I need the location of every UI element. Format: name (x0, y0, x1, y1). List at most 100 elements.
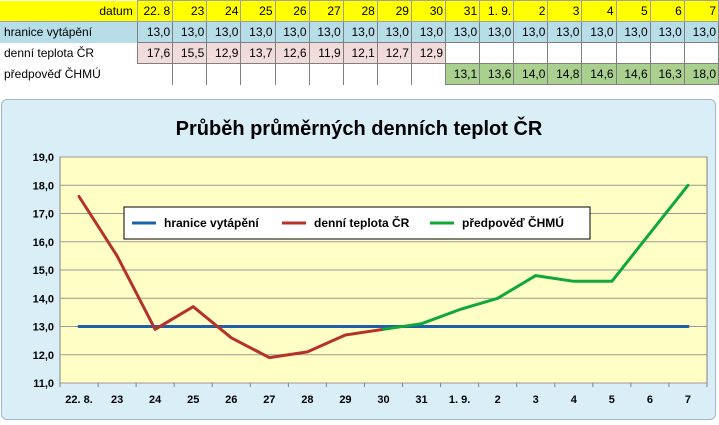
legend-entry-label: předpověď ČHMÚ (462, 215, 564, 230)
x-tick-label: 26 (225, 394, 237, 406)
sheet-value-cell: 13,0 (136, 21, 174, 43)
series-line-denni (77, 195, 385, 360)
chart-frame: Průběh průměrných denních teplot ČR 11,0… (1, 99, 716, 420)
sheet-date-cell: 1. 9. (479, 0, 515, 22)
spreadsheet-table-area: datum 22. 8 23 24 25 26 27 28 29 30 31 1. 9. 2 3 4 5 6 7 h… (0, 0, 719, 85)
sheet-value-cell (513, 42, 549, 64)
y-tick-label: 18,0 (33, 180, 54, 192)
sheet-row-label: denní teplota ČR (0, 42, 138, 64)
chart-title: Průběh průměrných denních teplot ČR (176, 116, 543, 140)
sheet-value-cell: 13,0 (206, 21, 242, 43)
sheet-value-cell: 13,0 (649, 21, 685, 43)
sheet-value-cell: 12,9 (206, 42, 242, 64)
sheet-date-cell: 29 (376, 0, 412, 22)
sheet-value-cell (137, 63, 174, 85)
x-tick-label: 31 (415, 394, 427, 406)
y-tick-label: 13,0 (33, 322, 54, 334)
sheet-value-cell (343, 63, 378, 85)
sheet-date-cell: 24 (206, 0, 242, 22)
x-tick-label: 4 (571, 394, 578, 406)
series-line-predpoved (382, 183, 690, 331)
sheet-row-hranice: hranice vytápění 13,0 13,0 13,0 13,0 13,0 13,0… (0, 21, 719, 43)
sheet-date-cell: 6 (649, 0, 685, 22)
sheet-row-label: předpověď ČHMÚ (0, 63, 138, 85)
sheet-value-cell (411, 63, 447, 85)
sheet-value-cell: 18,0 (683, 63, 719, 85)
sheet-row-label: hranice vytápění (0, 21, 138, 43)
x-tick-label: 6 (647, 394, 653, 406)
sheet-date-cell: 26 (274, 0, 310, 22)
sheet-value-cell: 13,0 (479, 21, 515, 43)
sheet-value-cell: 14,8 (547, 63, 583, 85)
sheet-date-cell: 28 (342, 0, 378, 22)
sheet-value-cell: 13,1 (445, 63, 481, 85)
sheet-row-denni: denní teplota ČR 17,6 15,5 12,9 13,7 12,6 11,9… (0, 42, 719, 64)
sheet-value-cell: 13,0 (581, 21, 617, 43)
sheet-date-cell: 23 (172, 0, 208, 22)
sheet-value-cell: 14,0 (513, 63, 549, 85)
x-tick-label: 5 (609, 394, 615, 406)
sheet-value-cell (615, 42, 651, 64)
sheet-value-cell: 13,0 (410, 21, 447, 43)
x-tick-label: 23 (111, 394, 123, 406)
y-tick-label: 11,0 (33, 378, 54, 390)
sheet-value-cell: 13,0 (240, 21, 276, 43)
sheet-date-cell: 22. 8 (136, 0, 174, 22)
x-tick-label: 24 (149, 394, 162, 406)
sheet-value-cell (240, 63, 276, 85)
sheet-date-cell: 5 (615, 0, 651, 22)
sheet-value-cell: 13,0 (513, 21, 549, 43)
sheet-date-cell: 4 (581, 0, 617, 22)
x-tick-label: 22. 8. (65, 394, 93, 406)
x-tick-label: 28 (301, 394, 313, 406)
sheet-value-cell: 13,0 (615, 21, 651, 43)
sheet-value-cell: 13,6 (479, 63, 515, 85)
y-tick-label: 14,0 (33, 293, 54, 305)
sheet-header-row: datum 22. 8 23 24 25 26 27 28 29 30 31 1. 9. 2 3 4 5 6 7 (0, 0, 719, 22)
sheet-value-cell (172, 63, 208, 85)
plot-area: 11,0 12,0 13,0 14,0 15,0 16,0 17,0 18,0 19,0 22. … (33, 152, 708, 406)
sheet-value-cell (581, 42, 617, 64)
sheet-value-cell: 12,7 (376, 42, 412, 64)
sheet-value-cell: 13,7 (240, 42, 276, 64)
sheet-value-cell (445, 42, 481, 64)
sheet-value-cell: 13,0 (547, 21, 583, 43)
sheet-date-cell: 7 (683, 0, 719, 22)
sheet-value-cell (547, 42, 583, 64)
sheet-date-cell: 27 (308, 0, 344, 22)
sheet-value-cell (377, 63, 412, 85)
y-tick-label: 19,0 (33, 152, 54, 164)
sheet-value-cell: 11,9 (308, 42, 344, 64)
x-tick-label: 2 (495, 394, 501, 406)
sheet-value-cell: 14,6 (615, 63, 651, 85)
x-tick-label: 29 (339, 394, 351, 406)
sheet-value-cell (309, 63, 344, 85)
sheet-value-cell: 13,0 (274, 21, 310, 43)
sheet-value-cell: 16,3 (649, 63, 685, 85)
legend-box (123, 206, 591, 240)
x-tick-label: 3 (533, 394, 539, 406)
sheet-value-cell: 13,0 (308, 21, 344, 43)
sheet-value-cell (683, 42, 719, 64)
sheet-value-cell: 17,6 (136, 42, 174, 64)
x-tick-label: 7 (685, 394, 691, 406)
legend-entry-label: hranice vytápění (164, 216, 259, 230)
sheet-value-cell (206, 63, 242, 85)
sheet-value-cell: 13,0 (376, 21, 412, 43)
y-tick-label: 17,0 (33, 209, 54, 221)
y-tick-label: 16,0 (33, 237, 54, 249)
legend-entry-label: denní teplota ČR (314, 215, 410, 230)
chart-svg: Průběh průměrných denních teplot ČR 11,0… (33, 116, 708, 406)
sheet-value-cell (649, 42, 685, 64)
chart-legend: hranice vytápění denní teplota ČR předpově… (123, 206, 591, 240)
y-tick-label: 15,0 (33, 265, 54, 277)
sheet-date-cell: 25 (240, 0, 276, 22)
spreadsheet-table: datum 22. 8 23 24 25 26 27 28 29 30 31 1. 9. 2 3 4 5 6 7 h… (0, 0, 719, 85)
sheet-header-label: datum (0, 0, 138, 22)
sheet-date-cell: 30 (410, 0, 447, 22)
sheet-value-cell (275, 63, 310, 85)
sheet-date-cell: 31 (445, 0, 481, 22)
sheet-value-cell: 14,6 (581, 63, 617, 85)
sheet-value-cell: 13,0 (342, 21, 378, 43)
sheet-value-cell: 12,1 (342, 42, 378, 64)
